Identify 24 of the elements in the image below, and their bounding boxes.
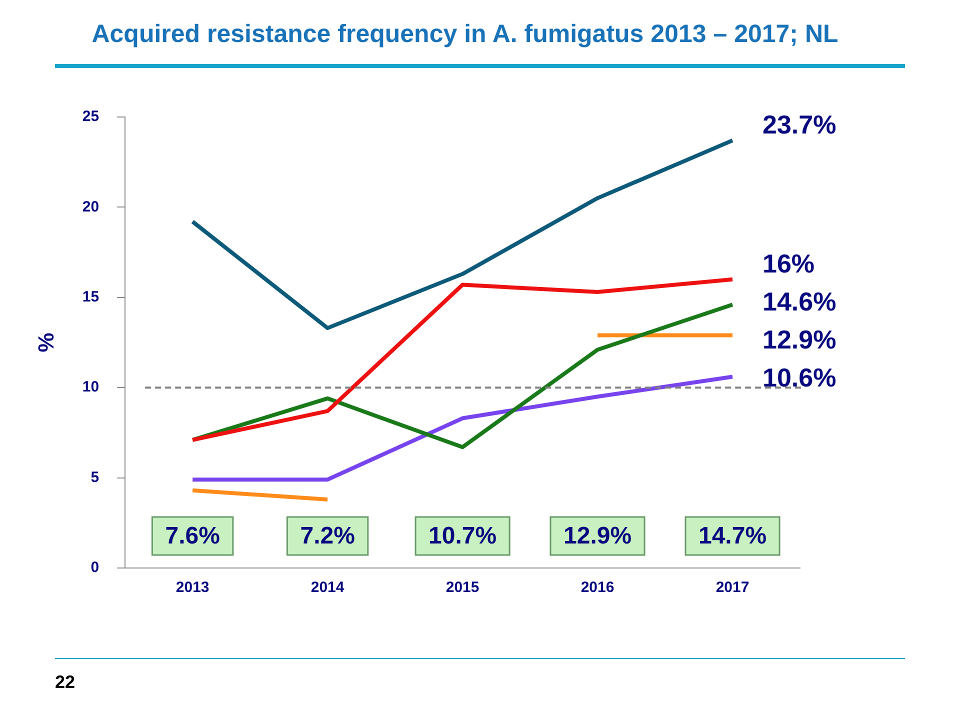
data-label: 10.6% xyxy=(762,362,836,393)
data-label: 16% xyxy=(762,248,815,279)
y-axis-title: % xyxy=(33,332,58,352)
y-tick-label: 5 xyxy=(90,468,100,486)
annotation: 10.7% xyxy=(428,522,497,550)
annotation: 14.7% xyxy=(698,522,767,550)
data-label: 23.7% xyxy=(762,110,836,140)
data-label: 12.9% xyxy=(762,324,836,355)
x-tick-label: 2016 xyxy=(580,579,614,596)
x-tick-label: 2017 xyxy=(716,579,750,596)
chart-title: Acquired resistance frequency in A. fumigatus 2013 – 2017; NL xyxy=(90,20,840,49)
text: 22 xyxy=(55,672,76,693)
y-tick-label: 15 xyxy=(82,288,100,306)
annotation: 12.9% xyxy=(563,522,632,550)
y-tick-label: 20 xyxy=(82,198,100,216)
data-label: 14.6% xyxy=(762,286,836,317)
annotation: 7.6% xyxy=(165,522,220,550)
y-tick-label: 0 xyxy=(90,559,100,576)
y-tick-label: 10 xyxy=(82,378,100,396)
y-tick-label: 25 xyxy=(82,108,100,126)
x-tick-label: 2013 xyxy=(176,579,210,596)
x-tick-label: 2015 xyxy=(446,579,480,596)
annotation: 7.2% xyxy=(300,522,355,550)
x-tick-label: 2014 xyxy=(310,579,345,596)
